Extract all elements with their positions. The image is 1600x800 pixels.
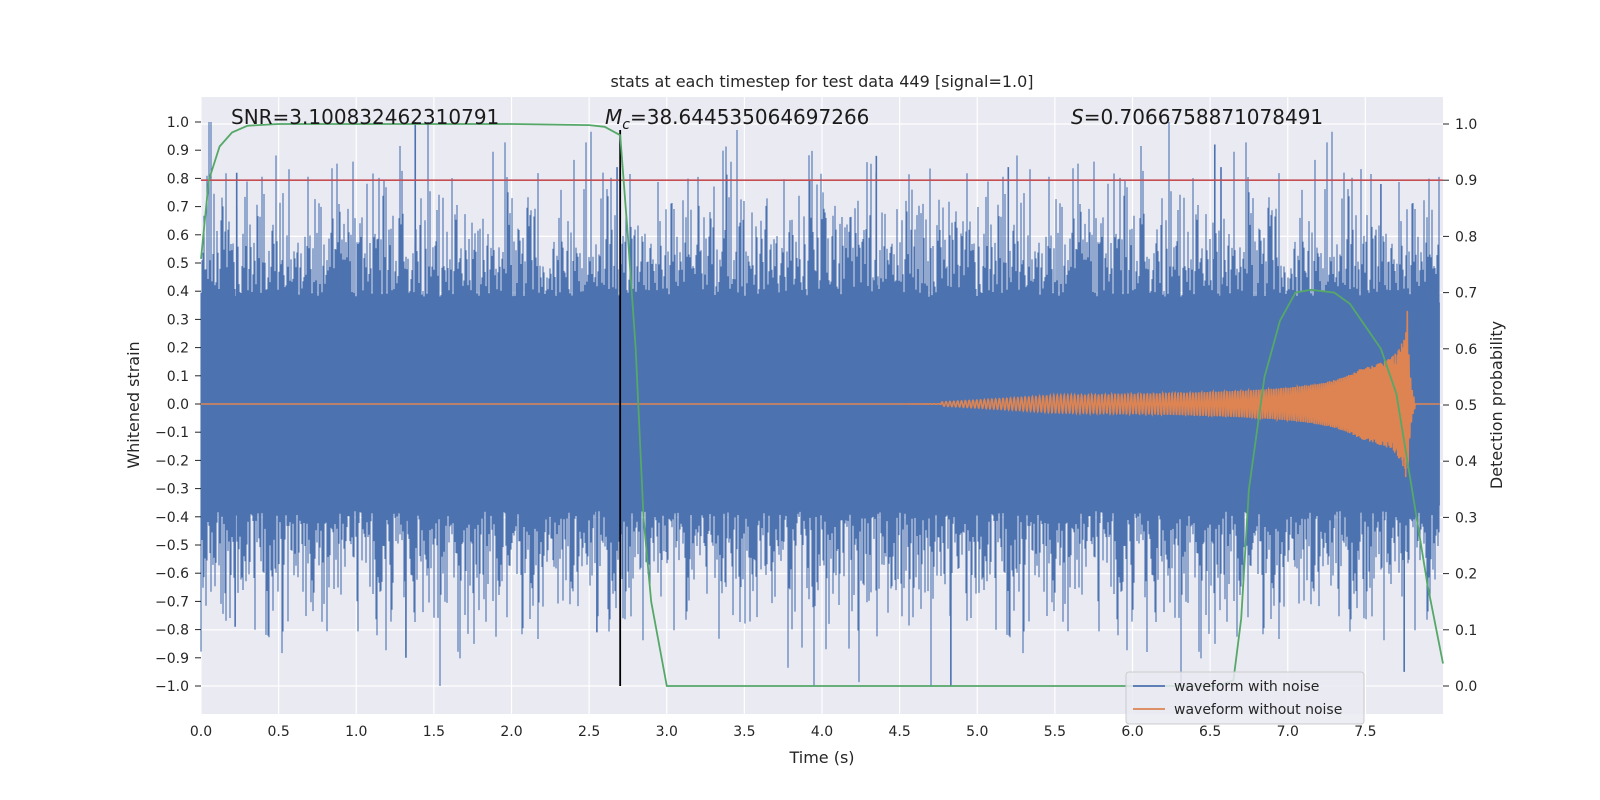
chirp-trace	[201, 310, 1440, 478]
x-axis-ticks: 0.0 0.5 1.0 1.5 2.0 2.5 3.0 3.5 4.0 4.5 5.0 5.5 6.0 6…	[190, 724, 1377, 740]
y-right-tick-label: 0.6	[1455, 342, 1477, 358]
y-left-tick-label: −0.6	[155, 566, 189, 582]
y-right-tick-label: 0.9	[1455, 173, 1477, 189]
y-left-tick-label: 0.3	[167, 312, 189, 328]
y-left-tick-label: 0.2	[167, 341, 189, 357]
y-axis-label-left: Whitened strain	[124, 341, 143, 468]
legend-label-clean: waveform without noise	[1174, 702, 1342, 718]
legend: waveform with noise waveform without noi…	[1125, 671, 1365, 725]
y-left-tick-label: −0.9	[155, 651, 189, 667]
mc-value: =38.644535064697266	[630, 105, 869, 129]
y-left-tick-label: 0.4	[167, 284, 189, 300]
x-tick-label: 3.5	[733, 724, 755, 740]
y-left-tick-label: 0.9	[167, 143, 189, 159]
y-right-tick-label: 1.0	[1455, 117, 1477, 133]
y-right-tick-label: 0.2	[1455, 567, 1477, 583]
probability-trace	[200, 123, 1444, 687]
y-left-tick-label: −0.7	[155, 594, 189, 610]
x-tick-label: 5.5	[1044, 724, 1066, 740]
chirp-mass-annotation: Mc=38.644535064697266	[605, 105, 869, 133]
s-annotation: S=0.7066758871078491	[1071, 105, 1323, 129]
legend-label-noise: waveform with noise	[1174, 679, 1319, 695]
y-left-tick-label: 0.5	[167, 256, 189, 272]
y-left-tick-label: −0.5	[155, 538, 189, 554]
y-axis-label-right: Detection probability	[1487, 321, 1506, 489]
s-symbol: S	[1071, 105, 1084, 129]
y-left-tick-label: 0.1	[167, 369, 189, 385]
y-right-tick-label: 0.3	[1455, 510, 1477, 526]
y-left-tick-label: 0.6	[167, 228, 189, 244]
y-right-tick-label: 0.8	[1455, 229, 1477, 245]
x-tick-label: 0.5	[267, 724, 289, 740]
snr-annotation: SNR=3.100832462310791	[231, 105, 499, 129]
y-left-tick-label: −0.3	[155, 482, 189, 498]
x-tick-label: 1.0	[345, 724, 367, 740]
y-left-tick-label: 0.7	[167, 200, 189, 216]
mc-symbol: M	[605, 105, 622, 129]
y-left-axis-ticks: 1.0 0.9 0.8 0.7 0.6 0.5 0.4 0.3 0.2 0.1 0.0 −0.1 −0.…	[155, 115, 201, 695]
x-tick-label: 1.5	[423, 724, 445, 740]
x-axis-label: Time (s)	[788, 748, 854, 767]
y-left-tick-label: 0.0	[167, 397, 189, 413]
noise-trace	[200, 122, 1440, 686]
y-left-tick-label: −0.1	[155, 425, 189, 441]
chart-title: stats at each timestep for test data 449…	[610, 72, 1033, 91]
series-waveform-without-noise	[201, 310, 1440, 478]
y-left-tick-label: 0.8	[167, 171, 189, 187]
y-left-tick-label: −0.4	[155, 510, 189, 526]
x-tick-label: 0.0	[190, 724, 212, 740]
y-left-tick-label: 1.0	[167, 115, 189, 131]
x-tick-label: 2.5	[578, 724, 600, 740]
x-tick-label: 3.0	[656, 724, 678, 740]
x-tick-label: 6.0	[1121, 724, 1143, 740]
y-right-tick-label: 0.1	[1455, 623, 1477, 639]
s-value: =0.7066758871078491	[1084, 105, 1323, 129]
x-tick-label: 5.0	[966, 724, 988, 740]
x-tick-label: 4.0	[811, 724, 833, 740]
x-tick-label: 2.0	[500, 724, 522, 740]
y-left-tick-label: −0.2	[155, 453, 189, 469]
mc-subscript: c	[622, 117, 630, 133]
y-right-tick-label: 0.7	[1455, 286, 1477, 302]
y-left-tick-label: −1.0	[155, 679, 189, 695]
y-right-axis-ticks: 1.0 0.9 0.8 0.7 0.6 0.5 0.4 0.3 0.2 0.1 0.0	[1443, 117, 1477, 695]
x-tick-label: 4.5	[888, 724, 910, 740]
x-tick-label: 7.5	[1354, 724, 1376, 740]
x-tick-label: 7.0	[1277, 724, 1299, 740]
y-right-tick-label: 0.5	[1455, 398, 1477, 414]
y-left-tick-label: −0.8	[155, 623, 189, 639]
x-tick-label: 6.5	[1199, 724, 1221, 740]
markers	[201, 130, 1443, 686]
y-right-tick-label: 0.4	[1455, 454, 1477, 470]
legend-box	[1125, 671, 1365, 725]
series-detection-probability	[200, 123, 1444, 687]
y-right-tick-label: 0.0	[1455, 679, 1477, 695]
